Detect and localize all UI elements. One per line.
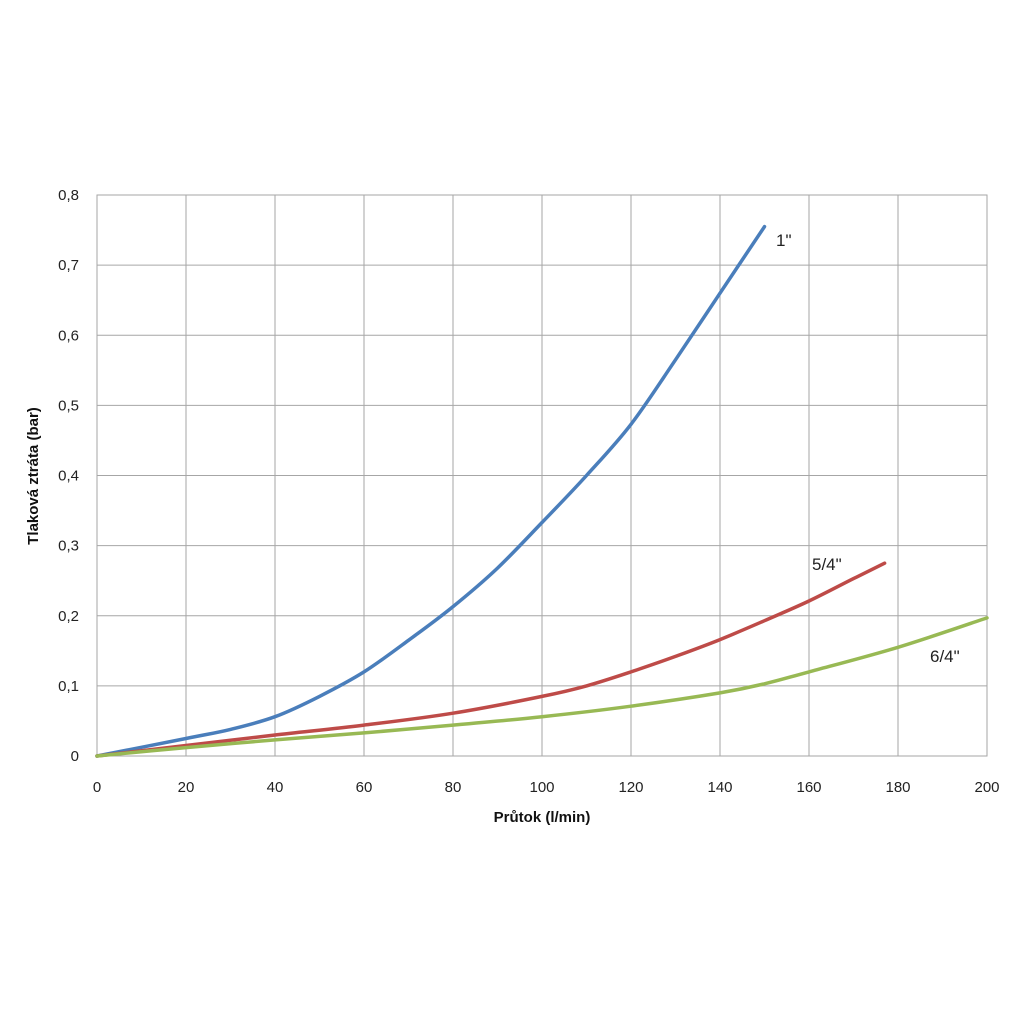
x-tick-label-1: 20 [178, 779, 195, 796]
y-tick-label-3: 0,3 [58, 538, 79, 555]
x-tick-label-8: 160 [796, 779, 821, 796]
y-tick-label-0: 0 [71, 748, 79, 765]
series-lines [95, 224, 989, 758]
y-tick-label-1: 0,1 [58, 678, 79, 695]
x-tick-label-4: 80 [445, 779, 462, 796]
x-tick-label-2: 40 [267, 779, 284, 796]
y-tick-label-2: 0,2 [58, 608, 79, 625]
series-line-5-4-inch [95, 561, 887, 758]
y-tick-label-7: 0,7 [58, 257, 79, 274]
x-tick-label-10: 200 [974, 779, 999, 796]
series-label-6-4-inch: 6/4" [930, 647, 960, 666]
series-label-5-4-inch: 5/4" [812, 555, 842, 574]
y-tick-label-5: 0,5 [58, 397, 79, 414]
y-tick-labels: 0 0,1 0,2 0,3 0,4 0,5 0,6 0,7 0,8 [58, 187, 79, 765]
series-line-6-4-inch [95, 616, 989, 758]
grid [96, 194, 988, 757]
y-axis-title: Tlaková ztráta (bar) [25, 407, 42, 545]
x-tick-label-9: 180 [885, 779, 910, 796]
x-tick-label-5: 100 [529, 779, 554, 796]
series-line-1-inch [95, 224, 767, 758]
x-tick-label-6: 120 [618, 779, 643, 796]
series-labels: 1" 5/4" 6/4" [776, 231, 960, 666]
y-tick-label-6: 0,6 [58, 327, 79, 344]
x-tick-labels: 0 20 40 60 80 100 120 140 160 180 200 [93, 779, 1000, 796]
x-tick-label-3: 60 [356, 779, 373, 796]
x-tick-label-7: 140 [707, 779, 732, 796]
y-tick-label-4: 0,4 [58, 468, 79, 485]
x-axis-title: Průtok (l/min) [494, 809, 591, 826]
y-tick-label-8: 0,8 [58, 187, 79, 204]
x-tick-label-0: 0 [93, 779, 101, 796]
series-label-1-inch: 1" [776, 231, 792, 250]
